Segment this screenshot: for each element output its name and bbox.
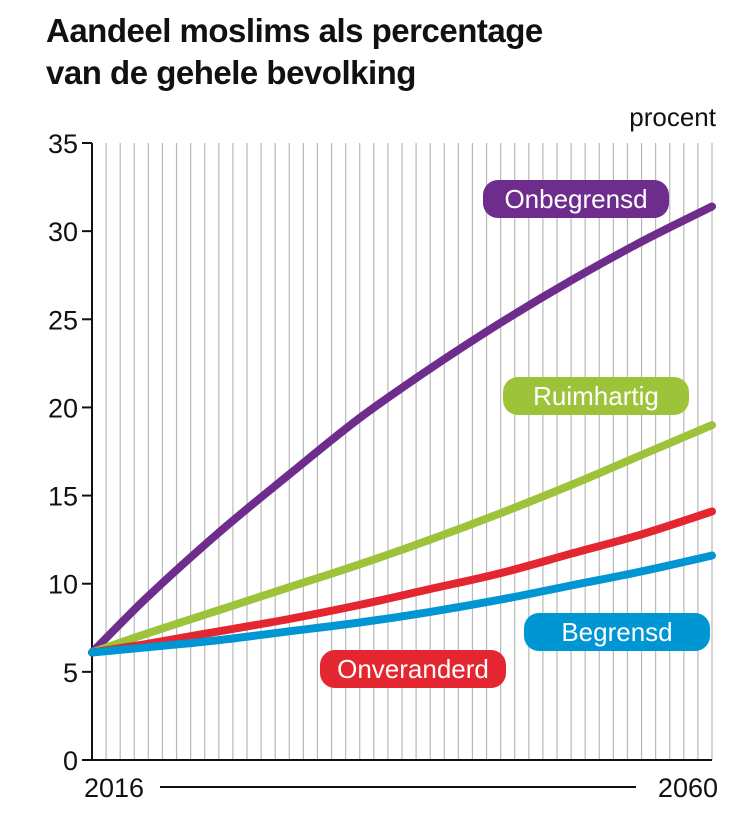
y-tick-label: 0	[63, 746, 78, 776]
series-line-begrensd	[88, 551, 716, 657]
series-label-bg-begrensd	[524, 613, 710, 651]
series-label-bg-onveranderd	[320, 650, 506, 688]
x-tick-label-start: 2016	[84, 773, 144, 803]
series-line-ruimhartig	[88, 421, 716, 657]
x-tick-label-end: 2060	[658, 773, 718, 803]
series-labels: Onbegrensd Ruimhartig Onveranderd Begrensd	[320, 180, 710, 688]
series-line-onveranderd	[88, 507, 716, 657]
y-tick-label: 15	[48, 482, 78, 512]
series-line-onbegrensd	[88, 202, 716, 657]
y-tick-label: 5	[63, 658, 78, 688]
chart-grid	[91, 143, 713, 760]
unit-label: procent	[629, 102, 716, 132]
chart-title: Aandeel moslims als percentage van de ge…	[46, 10, 543, 94]
chart-title-line-2: van de gehele bevolking	[46, 54, 416, 91]
series-label-ruimhartig: Ruimhartig	[533, 381, 659, 411]
y-tick-label: 30	[48, 217, 78, 247]
series-label-bg-ruimhartig	[503, 377, 689, 415]
series-label-onveranderd: Onveranderd	[337, 654, 489, 684]
y-tick-label: 10	[48, 570, 78, 600]
chart-title-line-1: Aandeel moslims als percentage	[46, 12, 543, 49]
y-tick-label: 35	[48, 129, 78, 159]
series-label-bg-onbegrensd	[483, 180, 669, 218]
chart-series	[88, 202, 716, 657]
chart-axes: 0 5 10 15 20 25 30 35 2016 2060 procent	[48, 102, 718, 803]
series-label-onbegrensd: Onbegrensd	[504, 184, 647, 214]
series-label-begrensd: Begrensd	[561, 617, 672, 647]
y-tick-label: 25	[48, 305, 78, 335]
y-tick-label: 20	[48, 393, 78, 423]
